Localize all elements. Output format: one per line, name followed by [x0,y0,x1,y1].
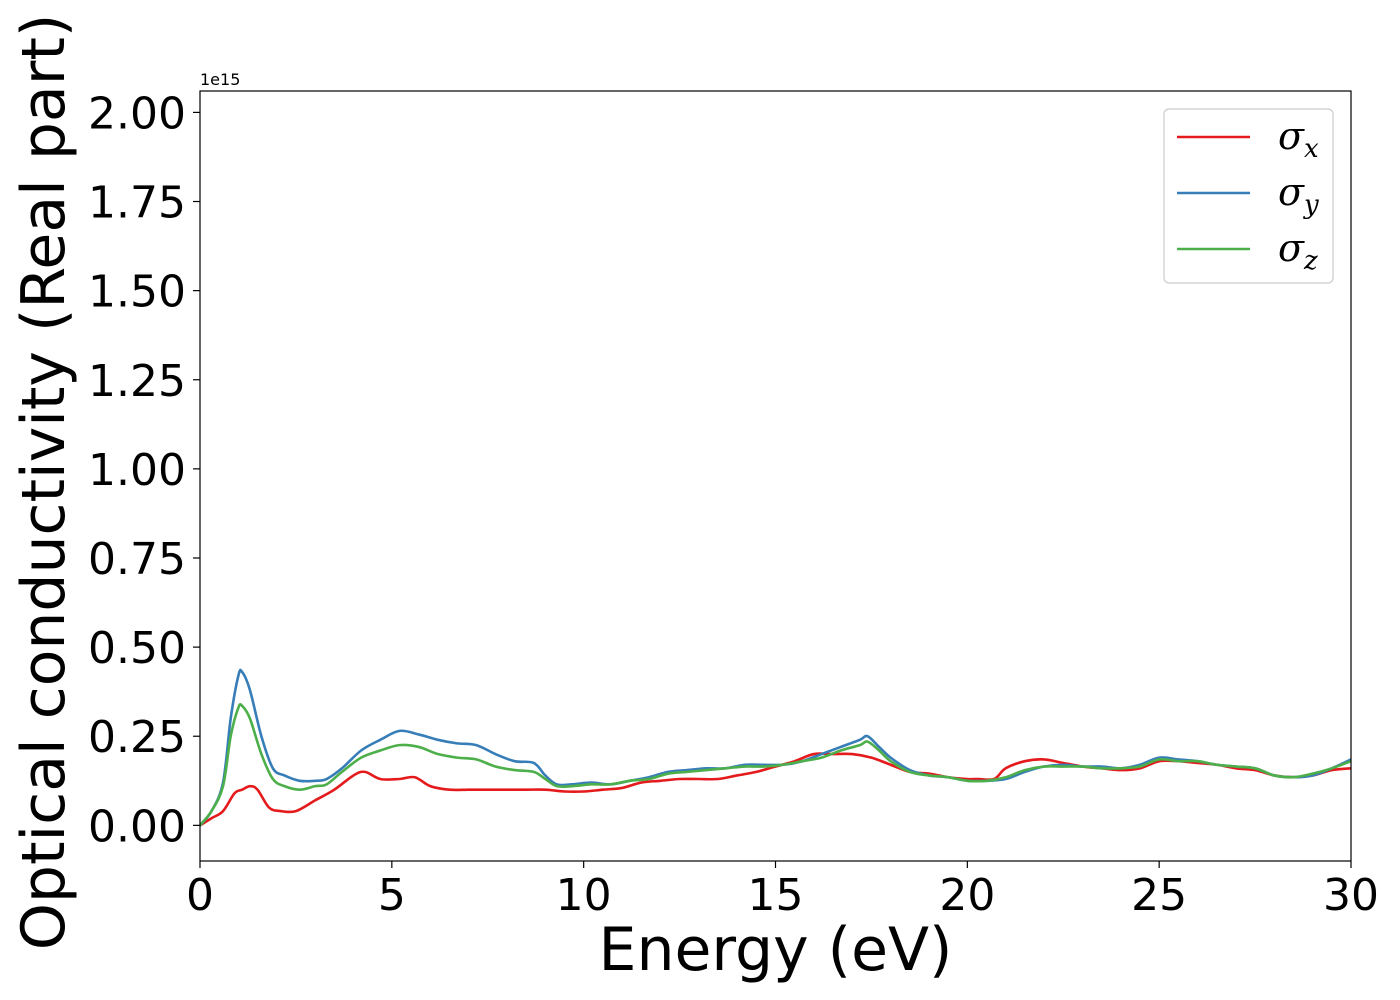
y-tick-label: 1.50 [88,267,186,318]
y-tick-label: 2.00 [88,88,186,139]
y-tick-label: 1.25 [88,356,186,407]
y-tick-label: 1.00 [88,445,186,496]
legend-entry-y: σy [1278,170,1319,220]
series-layer [200,668,1351,827]
y-axis-ticks: 0.00 0.25 0.50 0.75 1.00 1.25 1.50 1.75 2.00 [88,88,200,852]
x-tick-label: 10 [556,870,612,921]
legend: σx σy σz [1163,108,1334,284]
series-line-z [200,702,1351,827]
x-tick-label: 5 [378,870,406,921]
y-offset-label: 1e15 [200,70,240,89]
y-tick-label: 0.75 [88,534,186,585]
y-tick-label: 0.50 [88,623,186,674]
y-tick-label: 0.25 [88,712,186,763]
legend-entry-z: σz [1278,226,1318,276]
x-tick-label: 20 [939,870,995,921]
x-tick-label: 30 [1323,870,1379,921]
y-tick-label: 1.75 [88,178,186,229]
y-tick-label: 0.00 [88,801,186,852]
series-line-x [200,752,1351,827]
x-tick-label: 15 [748,870,804,921]
x-tick-label: 0 [186,870,214,921]
x-axis-ticks: 0 5 10 15 20 25 30 [186,861,1379,921]
y-axis-label: Optical conductivity (Real part) [9,14,79,951]
x-axis-label: Energy (eV) [599,915,953,985]
legend-entry-x: σx [1278,114,1319,164]
legend-box [1163,108,1334,284]
x-tick-label: 25 [1131,870,1187,921]
